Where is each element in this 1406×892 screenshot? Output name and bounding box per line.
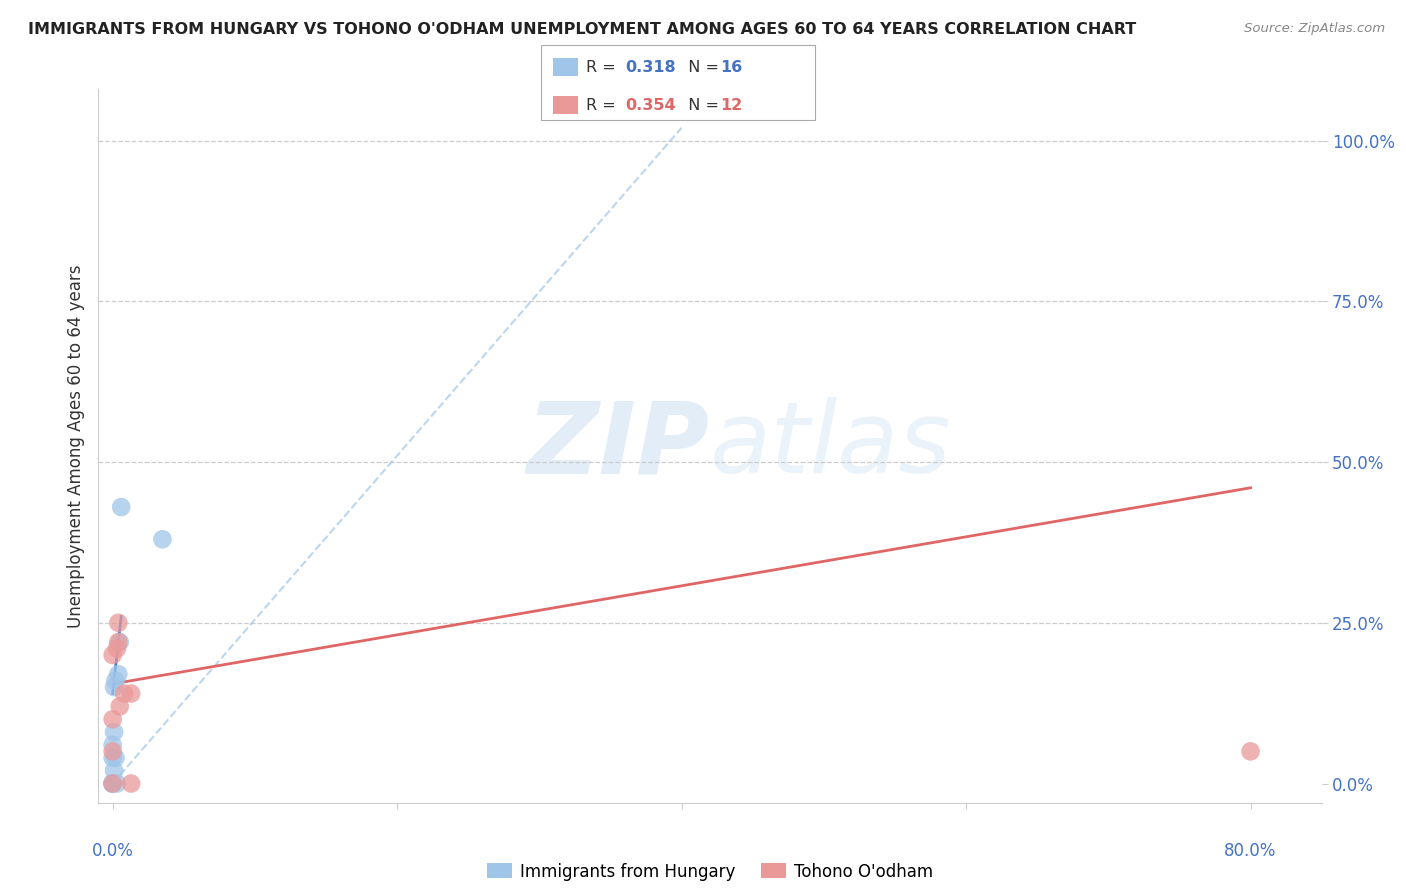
Legend: Immigrants from Hungary, Tohono O'odham: Immigrants from Hungary, Tohono O'odham xyxy=(481,856,939,888)
Point xyxy=(101,776,124,790)
Text: R =: R = xyxy=(586,60,621,75)
Point xyxy=(107,615,129,630)
Point xyxy=(105,641,128,656)
Point xyxy=(120,776,142,790)
Point xyxy=(107,635,129,649)
Point xyxy=(104,673,127,688)
Point xyxy=(108,635,131,649)
Text: IMMIGRANTS FROM HUNGARY VS TOHONO O'ODHAM UNEMPLOYMENT AMONG AGES 60 TO 64 YEARS: IMMIGRANTS FROM HUNGARY VS TOHONO O'ODHA… xyxy=(28,22,1136,37)
Point xyxy=(101,712,124,726)
Point xyxy=(120,686,142,700)
Point xyxy=(101,738,124,752)
Point xyxy=(107,667,129,681)
Y-axis label: Unemployment Among Ages 60 to 64 years: Unemployment Among Ages 60 to 64 years xyxy=(66,264,84,628)
Text: atlas: atlas xyxy=(710,398,952,494)
Point xyxy=(1239,744,1261,758)
Point xyxy=(104,751,127,765)
Point xyxy=(101,744,124,758)
Point xyxy=(101,776,124,790)
Text: 0.354: 0.354 xyxy=(626,98,676,112)
Text: 16: 16 xyxy=(720,60,742,75)
Text: 12: 12 xyxy=(720,98,742,112)
Point xyxy=(110,500,132,514)
Point xyxy=(103,725,125,739)
Point xyxy=(101,776,124,790)
Text: 80.0%: 80.0% xyxy=(1225,842,1277,860)
Point xyxy=(101,776,124,790)
Text: 0.0%: 0.0% xyxy=(91,842,134,860)
Point xyxy=(103,764,125,778)
Point xyxy=(105,776,128,790)
Text: N =: N = xyxy=(678,60,724,75)
Point xyxy=(101,648,124,662)
Text: Source: ZipAtlas.com: Source: ZipAtlas.com xyxy=(1244,22,1385,36)
Text: R =: R = xyxy=(586,98,621,112)
Point xyxy=(101,751,124,765)
Point xyxy=(108,699,131,714)
Point xyxy=(112,686,135,700)
Text: N =: N = xyxy=(678,98,724,112)
Point xyxy=(103,680,125,694)
Text: 0.318: 0.318 xyxy=(626,60,676,75)
Point xyxy=(152,533,174,547)
Text: ZIP: ZIP xyxy=(527,398,710,494)
Point xyxy=(101,776,124,790)
